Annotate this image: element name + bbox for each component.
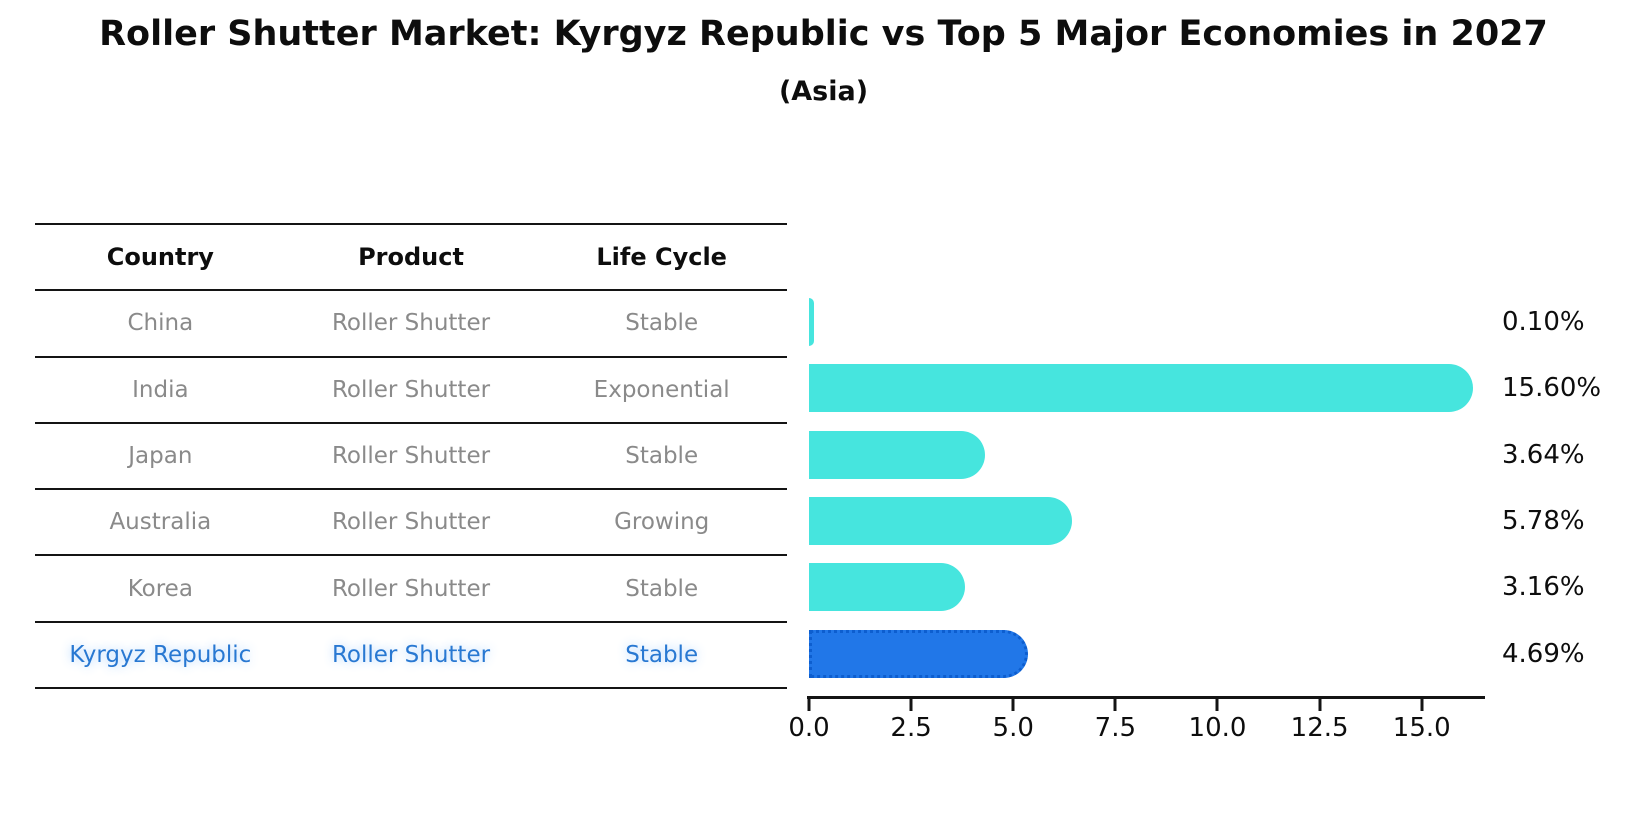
bar-china (809, 298, 815, 347)
table-cell-country: Korea (127, 575, 193, 602)
table-header-cell: Country (106, 243, 214, 272)
table-header-row: Country Product Life Cycle (35, 225, 787, 292)
x-tick-mark (1215, 699, 1219, 711)
table-header-cell: Product (358, 243, 464, 272)
x-tick-label: 5.0 (992, 713, 1034, 743)
x-tick-label: 2.5 (890, 713, 932, 743)
table-row: Australia Roller Shutter Growing (35, 490, 787, 557)
bar-value-label: 4.69% (1502, 638, 1585, 669)
table-cell-country: Japan (128, 443, 193, 470)
x-tick-label: 15.0 (1392, 713, 1451, 743)
market-table: Country Product Life Cycle China Roller Shut… (35, 223, 787, 690)
x-tick-mark (1113, 699, 1117, 711)
bar-kyrgyz-republic (809, 629, 1028, 678)
table-cell-product: Roller Shutter (331, 509, 491, 536)
bar-india (809, 364, 1474, 413)
table-cell-product: Roller Shutter (331, 310, 491, 337)
bar-value-label: 3.16% (1502, 572, 1585, 603)
chart-title: Roller Shutter Market: Kyrgyz Republic v… (99, 14, 1548, 54)
x-tick-label: 0.0 (788, 713, 830, 743)
table-row: China Roller Shutter Stable (35, 291, 787, 358)
table-cell-product: Roller Shutter (331, 376, 491, 403)
table-cell-product: Roller Shutter (331, 575, 491, 602)
table-row: Kyrgyz Republic Roller Shutter Stable (35, 623, 787, 690)
table-row: India Roller Shutter Exponential (35, 358, 787, 424)
bar-value-label: 5.78% (1502, 506, 1585, 537)
table-cell-product: Roller Shutter (331, 641, 491, 668)
table-row: Korea Roller Shutter Stable (35, 556, 787, 623)
table-cell-country: India (132, 376, 189, 403)
bar-plot (809, 289, 1483, 687)
chart-subtitle: (Asia) (778, 76, 869, 107)
table-cell-life_cycle: Exponential (593, 376, 730, 403)
bar-japan (809, 430, 985, 479)
table-header-cell: Life Cycle (596, 243, 727, 272)
x-tick-mark (909, 699, 913, 711)
x-tick-mark (1420, 699, 1424, 711)
x-tick-mark (1318, 699, 1322, 711)
x-tick-label: 10.0 (1188, 713, 1247, 743)
x-tick-mark (807, 699, 811, 711)
table-cell-life_cycle: Stable (625, 310, 699, 337)
x-tick-label: 12.5 (1290, 713, 1349, 743)
bar-value-label: 15.60% (1502, 373, 1602, 404)
table-cell-country: Australia (109, 509, 212, 536)
x-axis-line (807, 696, 1485, 699)
table-cell-product: Roller Shutter (331, 443, 491, 470)
table-cell-life_cycle: Stable (625, 641, 699, 668)
bar-value-label: 0.10% (1502, 307, 1585, 338)
table-cell-country: China (127, 310, 194, 337)
table-cell-life_cycle: Growing (614, 509, 710, 536)
x-tick-label: 7.5 (1094, 713, 1137, 743)
table-cell-life_cycle: Stable (625, 443, 699, 470)
x-tick-mark (1011, 699, 1015, 711)
table-cell-country: Kyrgyz Republic (69, 641, 252, 668)
bar-korea (809, 563, 966, 612)
table-cell-life_cycle: Stable (625, 575, 699, 602)
bar-value-label: 3.64% (1502, 439, 1585, 470)
bar-australia (809, 497, 1073, 546)
table-row: Japan Roller Shutter Stable (35, 424, 787, 491)
